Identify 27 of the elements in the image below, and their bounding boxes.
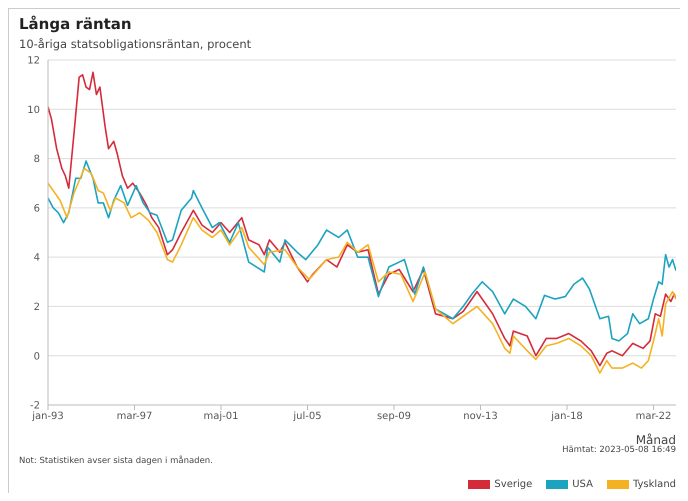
y-tick-label: 4 (34, 252, 40, 264)
legend-label: USA (572, 479, 593, 490)
text: Not: Statistiken avser sista dagen i månaden. (19, 456, 213, 466)
chart-title: Långa räntan (19, 15, 132, 33)
x-tick-label: jan-93 (31, 411, 64, 422)
y-tick-label: 10 (27, 104, 40, 116)
legend-label: Sverige (494, 479, 532, 490)
y-tick-label: 2 (34, 302, 40, 313)
line-series (48, 160, 676, 342)
y-tick-label: 6 (34, 203, 40, 214)
text: Hämtat: 2023-05-08 16:49 (562, 445, 676, 455)
line-series (48, 72, 676, 366)
y-tick-label: 8 (34, 154, 40, 166)
x-tick-label: nov-13 (463, 411, 498, 422)
x-tick-label: maj-01 (204, 411, 238, 422)
x-tick-label: mar-97 (116, 411, 152, 422)
x-tick-label: sep-09 (376, 411, 412, 422)
x-tick-label: jul-05 (292, 411, 322, 422)
x-tick-label: mar-22 (636, 411, 672, 422)
y-tick-label: 0 (34, 351, 40, 362)
chart-subtitle: 10-åriga statsobligationsräntan, procent (19, 37, 252, 51)
x-tick-label: jan-18 (550, 411, 583, 422)
line-series (48, 168, 676, 374)
legend-label: Tyskland (632, 479, 676, 490)
y-tick-label: -2 (30, 400, 40, 412)
x-axis-title: Månad (636, 433, 676, 447)
y-tick-label: 12 (27, 56, 40, 67)
